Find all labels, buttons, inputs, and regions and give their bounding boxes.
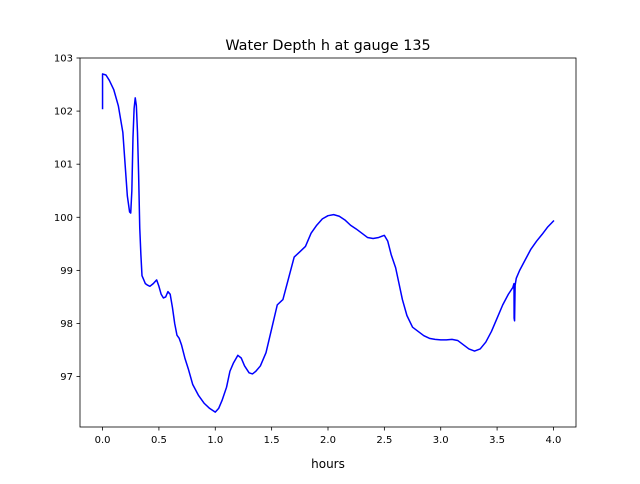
x-tick-label: 1.5 xyxy=(264,435,280,446)
x-ticks: 0.0 0.5 1.0 1.5 2.0 2.5 3.0 3.5 4.0 xyxy=(95,427,562,446)
y-tick-label: 99 xyxy=(60,266,73,277)
y-tick-label: 103 xyxy=(54,54,73,65)
y-tick-label: 100 xyxy=(54,213,73,224)
chart-title: Water Depth h at gauge 135 xyxy=(225,38,430,54)
x-tick-label: 4.0 xyxy=(546,435,562,446)
y-tick-label: 102 xyxy=(54,107,73,118)
x-axis-label: hours xyxy=(311,457,345,471)
axes-frame xyxy=(79,57,577,428)
y-tick-label: 101 xyxy=(54,160,73,171)
x-tick-label: 3.0 xyxy=(433,435,449,446)
y-tick-label: 98 xyxy=(60,319,73,330)
x-tick-label: 0.0 xyxy=(95,435,111,446)
plot-area xyxy=(101,73,555,413)
x-tick-label: 1.0 xyxy=(207,435,223,446)
x-tick-label: 3.5 xyxy=(489,435,505,446)
series-line xyxy=(101,73,555,413)
y-tick-label: 97 xyxy=(60,372,73,383)
x-tick-label: 2.0 xyxy=(320,435,336,446)
x-tick-label: 2.5 xyxy=(376,435,392,446)
y-ticks: 97 98 99 100 101 102 103 xyxy=(54,54,80,383)
x-tick-label: 0.5 xyxy=(151,435,167,446)
